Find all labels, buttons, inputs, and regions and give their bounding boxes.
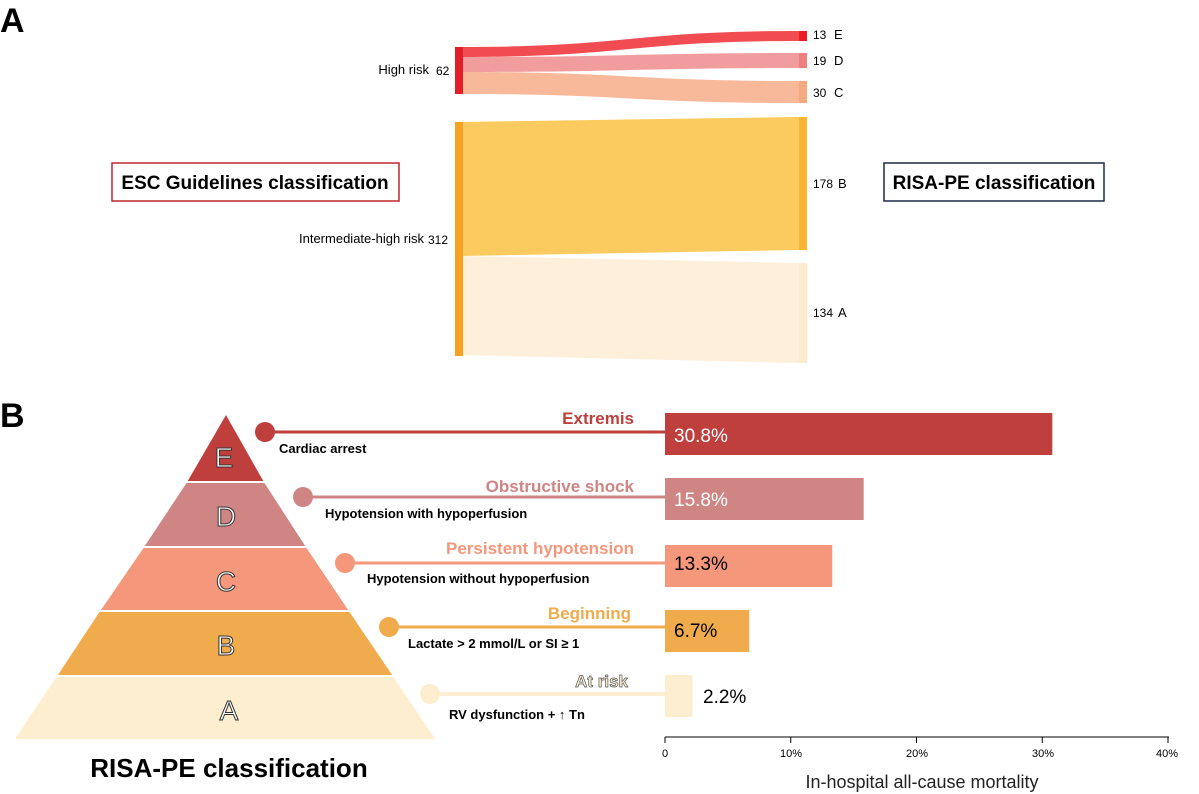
node-a	[799, 263, 807, 363]
sankey-flows	[461, 31, 799, 363]
criterion-b: Lactate > 2 mmol/L or SI ≥ 1	[408, 636, 579, 651]
source-count-high-risk: 62	[436, 64, 450, 78]
pyramid-title: RISA-PE classification	[90, 753, 367, 783]
mortality-bar-d	[665, 478, 864, 520]
stage-name-c: Persistent hypotension	[446, 539, 634, 558]
x-tick-label-0: 0	[662, 748, 668, 760]
stage-name-e: Extremis	[562, 409, 634, 428]
connector-dot-e	[255, 422, 275, 442]
risa-pe-box	[883, 162, 1105, 202]
stage-name-b: Beginning	[548, 604, 631, 623]
bar-value-label-b: 6.7%	[674, 621, 717, 642]
target-class-c: C	[834, 85, 843, 100]
source-label-high-risk: High risk	[378, 62, 429, 77]
flow-intermediate-to-a	[461, 256, 799, 363]
risa-pe-pyramid	[11, 410, 439, 741]
x-tick-label-40: 40%	[1156, 748, 1178, 760]
risa-pe-box-label: RISA-PE classification	[893, 173, 1096, 194]
bar-value-label-c: 13.3%	[674, 554, 728, 575]
target-count-b: 178	[813, 177, 833, 191]
criterion-a: RV dysfunction + ↑ Tn	[449, 707, 585, 722]
target-count-d: 19	[813, 54, 827, 68]
x-tick-label-10: 10%	[780, 748, 802, 760]
node-d	[799, 53, 807, 68]
pyramid-letter-c: C	[216, 566, 236, 597]
mortality-bar-b	[665, 610, 750, 652]
x-axis-label: In-hospital all-cause mortality	[805, 772, 1038, 792]
target-class-a: A	[838, 305, 847, 320]
connector-dot-c	[335, 553, 355, 573]
flow-high-risk-to-c	[461, 72, 799, 103]
source-count-intermediate: 312	[428, 233, 448, 247]
criterion-e: Cardiac arrest	[279, 441, 367, 456]
bar-value-label-e: 30.8%	[674, 426, 728, 447]
stage-name-d: Obstructive shock	[486, 477, 635, 496]
pyramid-level-a	[11, 675, 439, 741]
flow-high-risk-to-e	[461, 31, 799, 57]
flow-intermediate-to-b	[461, 117, 799, 256]
x-tick-label-20: 20%	[906, 748, 928, 760]
pyramid-letter-d: D	[216, 501, 236, 532]
criterion-d: Hypotension with hypoperfusion	[325, 506, 527, 521]
connector-dot-d	[293, 487, 313, 507]
target-class-e: E	[834, 27, 843, 42]
stage-name-a: At risk	[575, 672, 628, 691]
source-label-intermediate: Intermediate-high risk	[299, 231, 424, 246]
target-class-d: D	[834, 53, 843, 68]
x-tick-label-30: 30%	[1032, 748, 1054, 760]
target-class-b: B	[838, 176, 847, 191]
pyramid-letter-a: A	[220, 695, 239, 726]
flow-high-risk-to-d	[461, 53, 799, 72]
panel-b-letter: B	[0, 397, 25, 435]
node-c	[799, 81, 807, 103]
bar-value-label-a: 2.2%	[703, 687, 746, 708]
pyramid-letter-e: E	[215, 442, 234, 473]
mortality-bar-a	[665, 675, 693, 717]
x-axis-ticks	[664, 737, 1169, 743]
esc-guidelines-box	[111, 162, 400, 202]
mortality-bar-e	[665, 413, 1053, 455]
connector-dot-b	[379, 617, 399, 637]
target-count-c: 30	[813, 86, 827, 100]
mortality-bars	[665, 413, 1053, 717]
mortality-bar-c	[665, 545, 833, 587]
esc-guidelines-label: ESC Guidelines classification	[121, 173, 388, 194]
criterion-c: Hypotension without hypoperfusion	[367, 571, 589, 586]
target-count-e: 13	[813, 28, 827, 42]
target-count-a: 134	[813, 306, 833, 320]
node-high-risk	[455, 47, 463, 94]
pyramid-letter-b: B	[217, 630, 236, 661]
level-connectors	[255, 422, 665, 704]
node-e	[799, 31, 807, 41]
node-intermediate-high-risk	[455, 122, 463, 356]
bar-value-label-d: 15.8%	[674, 490, 728, 511]
connector-dot-a	[420, 684, 440, 704]
panel-a-letter: A	[0, 2, 25, 40]
node-b	[799, 117, 807, 250]
